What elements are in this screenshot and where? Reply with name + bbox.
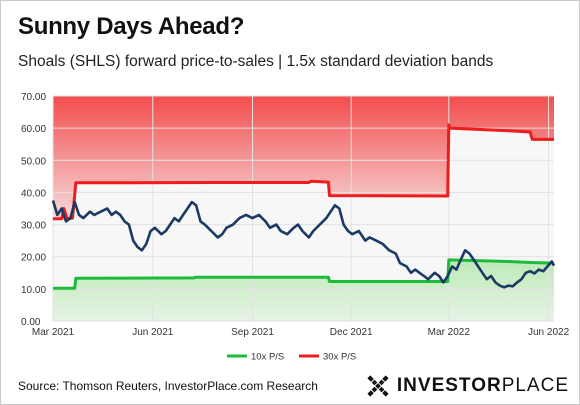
x-tick-label: Sep 2021 bbox=[231, 327, 274, 338]
legend-label: 30x P/S bbox=[323, 352, 356, 363]
chart-title: Sunny Days Ahead? bbox=[18, 13, 245, 40]
brand-logo-bold: INVESTOR bbox=[396, 375, 502, 396]
y-tick-label: 0.00 bbox=[21, 317, 41, 328]
y-tick-label: 30.00 bbox=[21, 221, 46, 232]
x-tick-label: Jun 2021 bbox=[132, 327, 174, 338]
chart-plot: 0.00 10.00 20.00 30.00 40.00 50.00 60.00 70.00 M… bbox=[21, 92, 570, 363]
legend-label: 10x P/S bbox=[251, 352, 284, 363]
source-note: Source: Thomson Reuters, InvestorPlace.c… bbox=[18, 379, 318, 393]
x-tick-label: Dec 2021 bbox=[330, 327, 373, 338]
brand-logo-text: INVESTORPLACE bbox=[397, 375, 569, 397]
brand-logo-icon bbox=[367, 375, 389, 397]
y-tick-label: 20.00 bbox=[21, 253, 46, 264]
footer: Source: Thomson Reuters, InvestorPlace.c… bbox=[1, 371, 579, 404]
y-tick-label: 50.00 bbox=[21, 156, 46, 167]
chart-subtitle: Shoals (SHLS) forward price-to-sales | 1… bbox=[18, 53, 494, 70]
series-line-forward-ps bbox=[51, 200, 556, 289]
series-line-10x bbox=[53, 258, 555, 290]
y-tick-label: 60.00 bbox=[21, 124, 46, 135]
x-tick-label: Jun 2022 bbox=[528, 327, 570, 338]
y-tick-label: 40.00 bbox=[21, 188, 46, 199]
lower-band-fill bbox=[53, 259, 554, 321]
x-tick-label: Mar 2021 bbox=[32, 327, 75, 338]
y-tick-label: 70.00 bbox=[21, 92, 46, 103]
brand-logo-light: PLACE bbox=[501, 375, 569, 396]
brand-logo: INVESTORPLACE bbox=[365, 373, 569, 399]
x-tick-label: Mar 2022 bbox=[428, 327, 471, 338]
series-line-30x bbox=[53, 123, 554, 221]
y-tick-label: 10.00 bbox=[21, 285, 46, 296]
upper-band-fill bbox=[53, 96, 554, 219]
